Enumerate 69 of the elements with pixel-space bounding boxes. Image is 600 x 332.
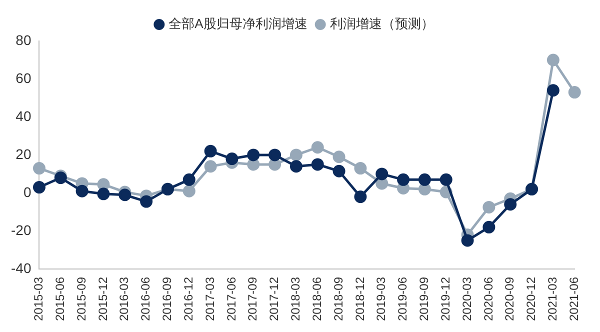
point: [226, 152, 238, 166]
point: [32, 162, 46, 175]
point: [546, 54, 560, 66]
y-tick-label: 80: [16, 32, 32, 48]
point: [418, 173, 431, 186]
point: [290, 160, 302, 173]
point: [546, 84, 560, 97]
x-tick-label: 2019-09: [417, 276, 432, 322]
x-tick-label: 2019-03: [374, 276, 388, 322]
x-tick-label: 2016-06: [138, 276, 153, 322]
point: [568, 86, 581, 99]
point: [204, 144, 217, 158]
point: [247, 158, 260, 171]
point: [332, 164, 346, 178]
point: [97, 188, 110, 200]
y-tick-label: 60: [16, 70, 32, 86]
x-tick-label: 2017-09: [246, 276, 260, 322]
x-tick-label: 2016-12: [181, 276, 196, 322]
point: [311, 158, 324, 171]
x-tick-label: 2016-09: [160, 276, 174, 322]
point: [482, 220, 496, 234]
point: [32, 181, 46, 194]
x-tick-label: 2017-12: [267, 276, 282, 322]
y-tick-label: 20: [16, 146, 32, 162]
x-tick-label: 2019-12: [438, 276, 452, 322]
point: [311, 141, 324, 154]
y-tick-label: 40: [16, 108, 32, 124]
point: [247, 148, 260, 162]
point: [268, 148, 282, 162]
x-tick-label: 2021-03: [546, 276, 560, 322]
x-tick-label: 2015-06: [52, 276, 67, 322]
point: [504, 198, 517, 211]
point: [397, 173, 410, 186]
point: [482, 200, 496, 214]
x-tick-label: 2018-03: [288, 276, 303, 322]
point: [118, 188, 132, 202]
x-tick-label: 2020-09: [502, 276, 517, 322]
point: [461, 234, 474, 247]
x-tick-label: 2017-03: [202, 276, 217, 322]
x-tick-label: 2015-12: [96, 276, 110, 322]
y-tick-label: 0: [23, 184, 32, 200]
legend-label: 全部A股归母净利润增速: [168, 16, 308, 32]
point: [76, 184, 88, 198]
point: [440, 173, 452, 186]
x-tick-label: 2019-06: [396, 276, 410, 322]
x-tick-label: 2018-06: [310, 276, 324, 322]
x-tick-label: 2020-12: [524, 276, 538, 322]
x-tick-label: 2015-03: [32, 276, 46, 322]
y-tick-label: -20: [11, 222, 32, 238]
point: [376, 168, 388, 180]
x-tick-label: 2021-06: [566, 276, 581, 322]
x-tick-label: 2016-03: [117, 276, 132, 322]
point: [182, 173, 196, 186]
point: [290, 148, 302, 162]
point: [354, 190, 367, 204]
point: [332, 150, 346, 164]
y-tick-label: -40: [11, 260, 32, 276]
point: [204, 160, 217, 173]
x-tick-label: 2015-09: [74, 276, 88, 322]
point: [354, 162, 367, 175]
x-tick-label: 2018-09: [331, 276, 346, 322]
point: [182, 184, 196, 198]
legend-label: 利润增速（预测）: [330, 16, 434, 32]
x-tick-label: 2020-03: [460, 276, 474, 322]
x-tick-label: 2017-06: [224, 276, 238, 322]
point: [140, 195, 153, 208]
x-tick-label: 2020-06: [481, 276, 496, 322]
x-tick-label: 2018-12: [352, 276, 367, 322]
point: [268, 158, 282, 171]
